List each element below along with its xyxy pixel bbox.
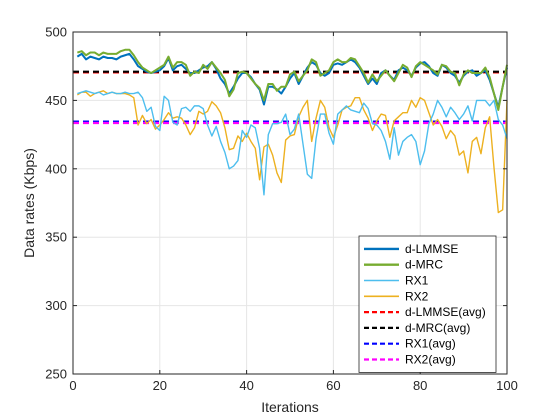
x-tick-label: 80 bbox=[413, 378, 427, 393]
series-line-d-mrc bbox=[77, 48, 508, 111]
x-tick-label: 40 bbox=[239, 378, 253, 393]
series-layer bbox=[73, 48, 508, 214]
x-tick-label: 20 bbox=[153, 378, 167, 393]
series-line-rx1 bbox=[77, 90, 508, 196]
y-axis-title: Data rates (Kbps) bbox=[21, 148, 37, 258]
y-tick-label: 250 bbox=[45, 367, 67, 382]
x-tick-label: 100 bbox=[496, 378, 518, 393]
axis-ticks: 0 20 40 60 80 100 250 300 350 400 450 500 bbox=[45, 25, 518, 394]
y-tick-label: 350 bbox=[45, 230, 67, 245]
y-tick-label: 400 bbox=[45, 161, 67, 176]
legend-label: d-LMMSE bbox=[405, 242, 458, 256]
legend-box bbox=[358, 235, 497, 373]
y-tick-label: 450 bbox=[45, 93, 67, 108]
legend-label: RX2(avg) bbox=[405, 353, 456, 367]
legend-label: RX1 bbox=[405, 274, 429, 288]
legend-label: RX1(avg) bbox=[405, 337, 456, 351]
x-tick-label: 0 bbox=[69, 378, 76, 393]
y-tick-label: 500 bbox=[45, 25, 67, 40]
legend-label: d-MRC bbox=[405, 258, 443, 272]
x-tick-label: 60 bbox=[326, 378, 340, 393]
plot-frame bbox=[72, 31, 508, 375]
series-line-rx2 bbox=[76, 90, 508, 214]
legend-label: RX2 bbox=[405, 289, 429, 303]
y-tick-label: 300 bbox=[45, 298, 67, 313]
legend-label: d-LMMSE(avg) bbox=[405, 305, 486, 319]
legend-label: d-MRC(avg) bbox=[405, 321, 470, 335]
x-axis-title: Iterations bbox=[261, 399, 319, 415]
